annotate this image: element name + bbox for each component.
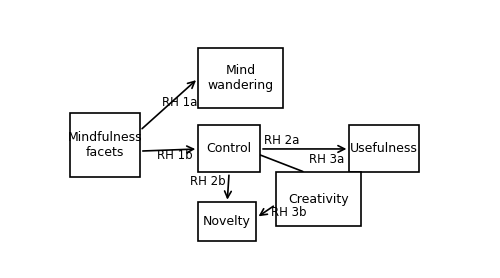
Text: RH 3a: RH 3a [310,153,344,166]
FancyBboxPatch shape [198,48,284,108]
Text: Creativity: Creativity [288,193,348,206]
FancyBboxPatch shape [70,113,140,177]
FancyBboxPatch shape [276,172,361,226]
FancyBboxPatch shape [349,125,419,172]
Text: RH 1a: RH 1a [162,96,198,110]
FancyBboxPatch shape [198,202,256,241]
Text: Control: Control [206,142,252,155]
Text: Mind
wandering: Mind wandering [208,64,274,92]
Text: RH 1b: RH 1b [158,149,193,162]
Text: RH 2a: RH 2a [264,134,300,147]
Text: RH 3b: RH 3b [271,207,306,220]
Text: Novelty: Novelty [203,215,251,228]
Text: Usefulness: Usefulness [350,142,418,155]
Text: Mindfulness
facets: Mindfulness facets [68,131,142,159]
FancyBboxPatch shape [198,125,260,172]
Text: RH 2b: RH 2b [190,175,226,188]
